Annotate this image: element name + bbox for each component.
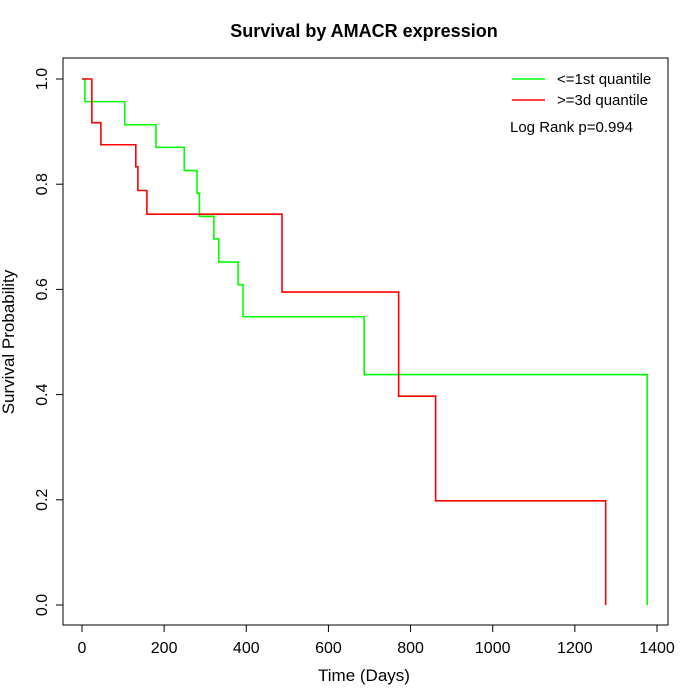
y-tick-label: 0.0 [34,594,51,616]
legend: <=1st quantile >=3d quantile Log Rank p=… [510,71,651,136]
x-tick-label: 0 [78,640,87,657]
x-tick-label: 200 [151,640,178,657]
series-high-quantile-curve [82,78,607,605]
y-tick-label: 0.4 [34,383,51,405]
y-tick-label: 1.0 [34,68,51,90]
log-rank-annotation: Log Rank p=0.994 [510,119,633,136]
x-tick-label: 600 [315,640,342,657]
y-tick-label: 0.8 [34,173,51,195]
series-low-quantile-curve [82,78,648,605]
chart-title: Survival by AMACR expression [230,21,497,41]
legend-label-low: <=1st quantile [557,71,651,88]
x-tick-label: 1200 [557,640,593,657]
x-tick-label: 800 [397,640,424,657]
y-tick-label: 0.2 [34,489,51,511]
legend-label-high: >=3d quantile [557,92,648,109]
y-axis-label: Survival Probability [0,269,18,414]
x-tick-label: 1000 [475,640,511,657]
plot-box [62,57,669,626]
x-tick-label: 1400 [639,640,675,657]
y-tick-label: 0.6 [34,278,51,300]
x-axis-label: Time (Days) [318,666,410,685]
x-tick-label: 400 [233,640,260,657]
